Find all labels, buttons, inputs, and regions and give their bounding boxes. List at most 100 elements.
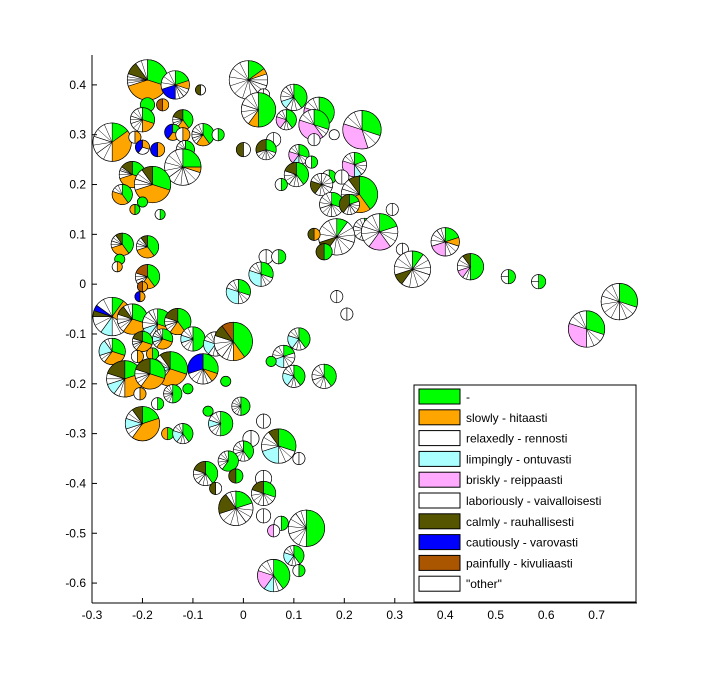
pie-subdivision: [219, 460, 229, 467]
pie-subdivision: [175, 84, 187, 94]
pie-wedge: [111, 337, 126, 356]
pie-subdivision: [183, 330, 194, 340]
pie-wedge: [241, 92, 259, 111]
pie-glyph-94: [220, 375, 232, 387]
pie-subdivision: [445, 241, 452, 255]
pie-subdivision: [403, 252, 413, 270]
pie-subdivision: [263, 493, 273, 502]
legend-label: limpingly - ontuvasti: [466, 452, 571, 466]
pie-wedge: [93, 122, 113, 143]
pie-glyph-83: [98, 337, 126, 365]
pie-wedge: [134, 204, 141, 215]
pie-wedge: [187, 353, 204, 374]
pie-subdivision: [457, 265, 471, 267]
pie-glyph-15: [134, 139, 150, 155]
pie-subdivision: [243, 109, 259, 119]
legend-entry-6: calmly - rauhallisesti: [418, 513, 574, 530]
pie-glyph-40: [307, 133, 321, 147]
pie-subdivision: [314, 369, 325, 377]
pie-wedge: [193, 461, 206, 474]
pie-wedge: [157, 397, 164, 411]
x-tick-label: -0.3: [82, 608, 103, 622]
pie-wedge: [162, 98, 170, 112]
pie-subdivision: [261, 444, 279, 447]
pie-glyph-107: [261, 428, 297, 464]
pie-subdivision: [198, 124, 204, 135]
pie-glyph-109: [232, 440, 254, 462]
pie-subdivision: [298, 528, 307, 545]
pie-subdivision: [336, 227, 353, 238]
pie-wedge: [313, 227, 321, 241]
pie-glyph-113: [228, 468, 244, 484]
pie-wedge: [140, 373, 165, 390]
pie-glyph-58: [307, 227, 321, 241]
pie-subdivision: [458, 259, 471, 267]
pie-glyph-77: [164, 308, 192, 336]
pie-subdivision: [326, 204, 332, 216]
pie-wedge: [328, 129, 340, 141]
pie-glyph-90: [133, 387, 147, 401]
pie-subdivision: [260, 274, 267, 286]
pie-subdivision: [466, 266, 471, 280]
pie-subdivision: [214, 341, 234, 344]
pie-wedge: [157, 142, 165, 158]
pie-subdivision: [349, 153, 355, 165]
pie-subdivision: [156, 358, 171, 370]
pie-subdivision: [282, 90, 294, 98]
pie-wedge: [292, 564, 300, 577]
pie-glyph-106: [256, 413, 272, 429]
pie-subdivision: [180, 167, 184, 186]
pie-wedge: [274, 178, 282, 191]
pie-subdivision: [445, 241, 456, 252]
pie-wedge: [315, 243, 325, 261]
pie-subdivision: [232, 405, 241, 410]
pie-subdivision: [363, 231, 380, 242]
pie-subdivision: [261, 149, 267, 159]
pie-glyph-24: [154, 208, 166, 220]
pie-subdivision: [127, 79, 148, 84]
pie-subdivision: [578, 312, 587, 330]
y-tick-label: 0.2: [69, 178, 86, 192]
pie-wedge: [111, 130, 132, 162]
pie-subdivision: [104, 124, 113, 143]
pie-wedge: [121, 184, 133, 204]
pie-wedge: [283, 545, 295, 557]
x-tick-label: 0.6: [538, 608, 555, 622]
pie-wedge: [215, 482, 222, 495]
pie-subdivision: [319, 202, 332, 205]
pie-subdivision: [431, 240, 446, 243]
pie-subdivision: [194, 127, 204, 135]
pie-glyph-57: [318, 218, 356, 256]
pie-subdivision: [168, 72, 176, 86]
pie-wedge: [257, 559, 274, 577]
legend-entry-1: slowly - hitaasti: [418, 409, 547, 426]
pie-subdivision: [251, 94, 259, 110]
pie-wedge: [361, 110, 382, 137]
pie-subdivision: [601, 301, 620, 305]
pie-subdivision: [288, 526, 307, 529]
pie-subdivision: [283, 356, 295, 359]
pie-glyph-11: [92, 122, 132, 162]
pie-subdivision: [223, 508, 236, 521]
legend-entry-5: laboriously - vaivalloisesti: [418, 492, 601, 509]
legend-entry-3: limpingly - ontuvasti: [418, 450, 571, 467]
pie-subdivision: [180, 433, 184, 444]
pie-wedge: [258, 92, 276, 128]
pie-subdivision: [263, 437, 279, 447]
pie-wedge: [250, 430, 260, 447]
pie-subdivision: [321, 174, 327, 185]
pie-wedge: [263, 508, 271, 524]
pie-glyph-70: [248, 261, 274, 287]
pie-glyph-65: [531, 274, 547, 290]
pie-glyph-9: [191, 123, 215, 147]
y-tick-label: -0.5: [65, 526, 86, 540]
pie-subdivision: [321, 184, 330, 193]
pie-glyph-117: [218, 490, 254, 526]
pie-subdivision: [572, 316, 587, 330]
pie-subdivision: [344, 183, 360, 195]
pie-wedge: [147, 264, 160, 287]
pie-subdivision: [586, 328, 601, 342]
pie-wedge: [141, 166, 153, 186]
pie-subdivision: [251, 265, 262, 275]
pie-glyph-104: [208, 411, 234, 437]
